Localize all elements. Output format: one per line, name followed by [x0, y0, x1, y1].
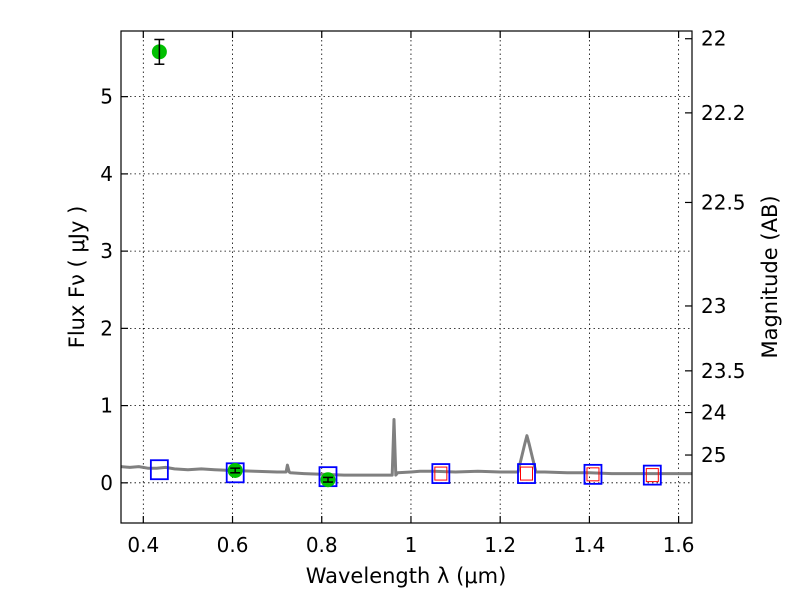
- y2-tick-label: 24: [701, 401, 726, 425]
- upper-limit-point: [645, 468, 659, 483]
- upper-limit-point: [434, 466, 448, 481]
- y-tick-label: 1: [100, 394, 113, 418]
- model-photometry-point: [431, 463, 451, 484]
- x-tick-label: 1.4: [573, 533, 605, 557]
- y-axis-label: Flux Fν ( μJy ): [65, 206, 89, 349]
- model-photometry-point: [642, 464, 662, 486]
- y2-tick-label: 22.2: [701, 101, 746, 125]
- upper-limit-point: [586, 467, 600, 482]
- y-tick-label: 2: [100, 316, 113, 340]
- model-photometry-point: [149, 459, 169, 481]
- y2-tick-label: 22.5: [701, 190, 746, 214]
- x-tick-label: 1.2: [484, 533, 516, 557]
- x-axis-label: Wavelength λ (μm): [306, 564, 507, 588]
- y2-tick-label: 25: [701, 443, 726, 467]
- x-tick-label: 0.4: [127, 533, 159, 557]
- y2-tick-label: 23: [701, 294, 726, 318]
- model-photometry-point: [517, 463, 536, 484]
- y2-tick-label: 22: [701, 27, 726, 51]
- series-layer: [120, 38, 692, 488]
- model-photometry-point: [583, 463, 603, 485]
- y2-tick-label: 23.5: [701, 359, 746, 383]
- y-tick-label: 0: [100, 471, 113, 495]
- grid: [121, 31, 692, 523]
- plot-frame: [120, 30, 693, 524]
- y2-axis-label: Magnitude (AB): [758, 195, 782, 358]
- y-tick-label: 3: [100, 239, 113, 263]
- y-tick-label: 5: [100, 85, 113, 109]
- x-tick-label: 1.6: [663, 533, 695, 557]
- x-tick-label: 1: [405, 533, 418, 557]
- model-spectrum-line: [120, 418, 692, 477]
- upper-limit-point: [519, 466, 533, 481]
- axis-ticks: 0.4 0.6 0.8 1 1.2 1.4 1.60123452222.222.52323.…: [100, 27, 745, 557]
- x-tick-label: 0.8: [306, 533, 338, 557]
- y-tick-label: 4: [100, 162, 113, 186]
- x-tick-label: 0.6: [217, 533, 249, 557]
